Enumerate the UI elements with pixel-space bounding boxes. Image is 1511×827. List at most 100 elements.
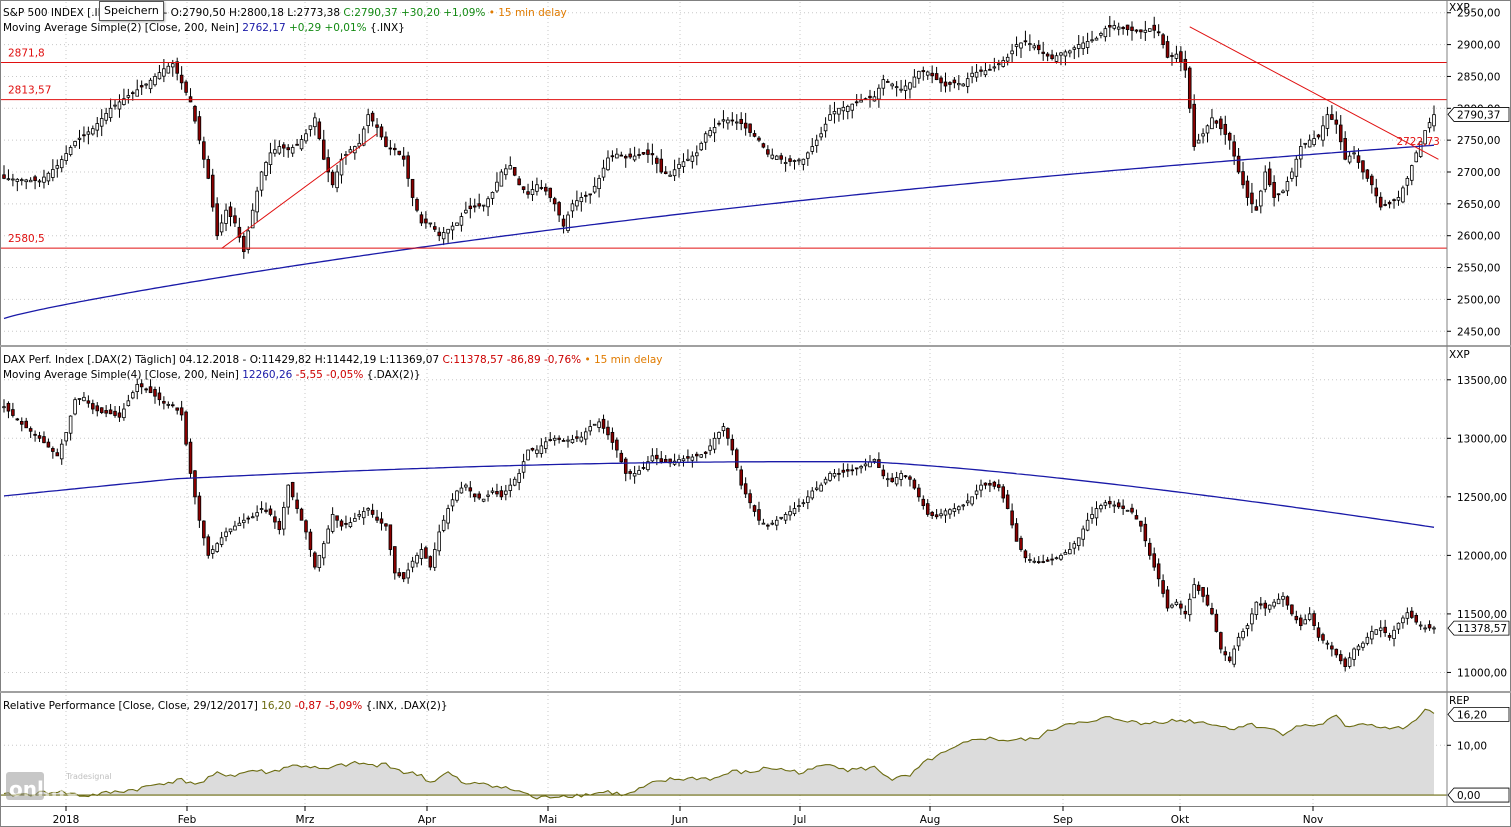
candle [393,143,397,156]
candle [814,134,819,153]
candle [1316,133,1321,140]
candle [965,493,970,507]
candle [908,81,912,99]
candle [1045,556,1050,562]
candle [552,196,557,212]
candle [592,423,597,426]
header-segment: O:2790,50 H:2800,18 L:2773,38 [171,7,340,19]
sp500-ma-label: Moving Average Simple(2) [Close, 200, Ne… [3,22,405,34]
candle [1187,593,1192,622]
candle [499,485,504,501]
trendline[interactable] [221,133,378,249]
relative-performance-panel[interactable] [0,708,1447,800]
panel-separator[interactable] [0,691,1511,693]
candle [1174,599,1179,607]
candle [339,519,344,531]
candle [703,450,708,459]
candle [1205,587,1210,607]
candle [1108,496,1112,509]
candle [295,138,299,146]
candle [837,468,841,482]
candle [282,501,286,536]
candle [1179,600,1183,615]
candle [193,469,197,505]
candle [135,79,140,97]
candle [881,74,886,96]
candle [850,103,855,119]
candle [1374,629,1379,635]
candle [1312,130,1316,147]
candle [810,138,815,155]
candle [82,126,86,143]
dax-last-price-tag: 11378,57 [1447,620,1510,636]
sp500-last-price-tag: 2790,37 [1447,107,1510,122]
candle [512,167,517,177]
candle [1014,518,1019,542]
candle [175,57,179,81]
candle [344,515,348,529]
candle [885,78,890,83]
candle [366,507,370,516]
header-segment: {.DAX(2)} [363,369,420,381]
dax-panel[interactable] [2,378,1436,672]
candle [1036,556,1041,564]
candle [1121,25,1125,35]
candle [95,402,100,417]
candle [1281,189,1285,194]
candle [1223,646,1228,662]
axis-tick-label: 10,00 [1457,740,1487,752]
candle [1267,161,1272,187]
sp500-panel[interactable]: 2871,8 2813,57 2580,5 2722,73 [0,15,1447,320]
candle [1041,41,1045,61]
candle [1427,117,1432,133]
trendline[interactable] [1189,26,1439,160]
candle [512,476,517,487]
candle [184,79,188,96]
candle [1432,625,1436,634]
candle [1059,553,1063,561]
candle [730,434,735,456]
candle [55,448,60,457]
candle [77,398,82,405]
candle [219,214,224,236]
candle [1378,620,1383,638]
candle [1396,622,1401,635]
candle [228,528,233,535]
candle [1352,647,1356,667]
axis-tick-label: 12000,00 [1457,550,1507,562]
candle [104,405,108,418]
candle [166,62,171,74]
candle [672,453,677,466]
candle [544,436,548,454]
candle [1352,146,1356,160]
candle [1085,512,1090,532]
candle [521,453,526,479]
save-tooltip: Speichern [99,1,164,21]
candle [1263,165,1268,193]
candle [1050,49,1054,61]
candle [1272,598,1276,609]
candle [699,453,704,459]
time-tick-label: Feb [178,814,197,826]
candle [663,166,668,175]
candle [113,405,117,418]
candle [162,396,166,410]
candle [930,510,934,520]
candle [1241,161,1245,189]
candle [468,481,473,498]
candle [890,82,894,90]
candle [610,150,615,162]
candle [104,107,108,125]
candle [828,471,832,482]
candle [557,200,561,222]
candle [2,399,6,413]
candle [757,501,761,526]
candle [1143,517,1148,547]
header-segment: S&P 500 INDEX [.INX] [3,7,117,19]
candle [1241,628,1245,641]
panel-separator[interactable] [0,345,1511,347]
candle [202,136,206,169]
candle [1312,610,1316,631]
time-axis: 2018 Feb Mrz Apr Mai Jun Jul Aug Sep Okt Nov [53,806,1323,826]
candle [823,476,828,486]
